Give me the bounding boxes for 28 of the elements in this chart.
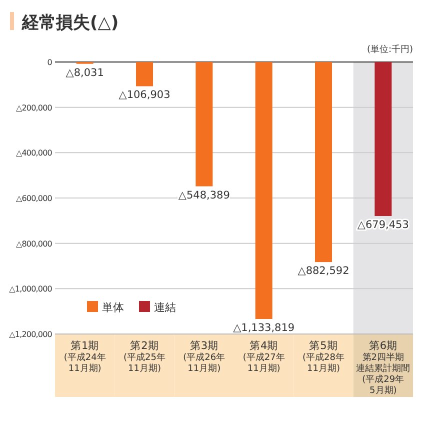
chart-title: 経常損失(△)	[21, 13, 119, 33]
legend-label: 連結	[154, 301, 176, 314]
y-tick-label: △200,000	[16, 103, 52, 112]
x-tick-label: 第1期(平成24年11月期)	[64, 340, 106, 374]
y-tick-label: △600,000	[16, 194, 52, 203]
bar	[255, 62, 272, 319]
x-tick-label: 第4期(平成27年11月期)	[242, 340, 285, 374]
x-tick-label: 第3期(平成26年11月期)	[183, 340, 226, 374]
bar	[374, 62, 392, 216]
bar	[196, 62, 213, 186]
y-tick-label: △800,000	[16, 239, 52, 248]
bar	[315, 62, 332, 262]
data-label: △1,133,819	[233, 322, 295, 334]
bar	[136, 62, 153, 86]
y-tick-label: △1,000,000	[9, 284, 52, 294]
data-label: △106,903	[118, 89, 170, 102]
y-tick-label: 0	[47, 58, 52, 67]
y-tick-label: △400,000	[16, 148, 52, 158]
y-tick-label: △1,200,000	[9, 330, 52, 339]
x-tick-label: 第5期(平成28年11月期)	[302, 340, 344, 374]
data-label: △548,389	[178, 189, 230, 202]
text: (単位:千円)	[366, 44, 413, 55]
data-label: △679,453	[357, 219, 409, 232]
legend-label: 単体	[102, 301, 124, 314]
data-label: △882,592	[298, 265, 350, 278]
data-label: △8,031	[66, 66, 104, 79]
x-tick-label: 第6期第2四半期連結累計期間(平成29年5月期)	[356, 340, 410, 396]
x-tick-label: 第2期(平成25年11月期)	[124, 340, 166, 374]
